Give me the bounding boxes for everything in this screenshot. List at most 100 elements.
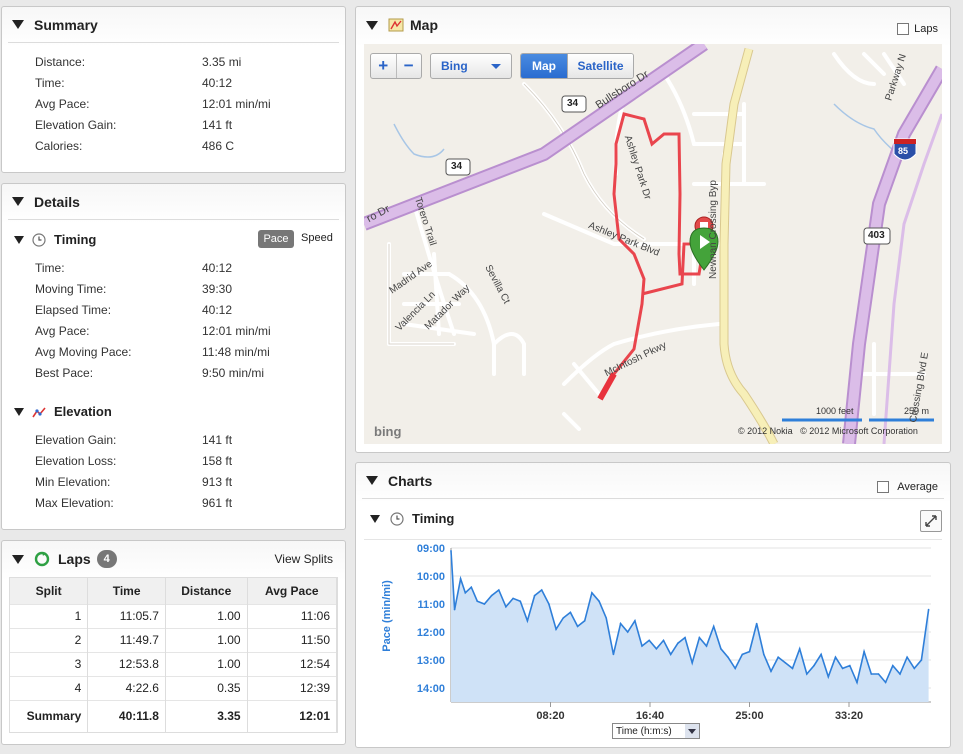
laps-table-header-row: Split Time Distance Avg Pace xyxy=(10,578,338,604)
average-checkbox[interactable] xyxy=(877,481,890,493)
start-marker-icon[interactable] xyxy=(689,227,719,271)
timing-subheader[interactable]: Timing xyxy=(14,232,96,247)
laps-cell: 2 xyxy=(10,627,89,652)
laps-cell: 1.00 xyxy=(165,603,248,628)
chart-data-point xyxy=(648,639,651,642)
route-34-label: 34 xyxy=(451,161,463,172)
collapse-triangle-icon[interactable] xyxy=(366,20,378,30)
view-splits-link[interactable]: View Splits xyxy=(274,552,333,566)
zoom-in-button[interactable]: + xyxy=(371,54,397,78)
map-view[interactable]: Bullsboro Dr ro Dr 34 34 85 403 Ashley P… xyxy=(364,44,942,444)
chart-data-point xyxy=(691,662,693,664)
laps-column-header[interactable]: Distance xyxy=(165,578,248,604)
chart-data-point xyxy=(470,586,473,588)
elevation-chart-icon xyxy=(32,406,46,417)
collapse-triangle-icon[interactable] xyxy=(12,197,24,206)
table-row[interactable]: 2 11:49.7 1.00 11:50 xyxy=(10,627,338,652)
route-403-shield-icon xyxy=(863,227,891,245)
map-provider-select[interactable]: Bing xyxy=(430,53,512,79)
laps-summary-cell: 12:01 xyxy=(247,699,338,732)
map-canvas[interactable] xyxy=(364,44,942,444)
chart-data-point xyxy=(497,589,500,591)
chart-data-point xyxy=(669,653,672,656)
elevation-subheader[interactable]: Elevation xyxy=(14,404,112,419)
laps-cell: 1 xyxy=(10,603,89,628)
laps-cell: 4 xyxy=(10,675,89,700)
laps-summary-cell: 3.35 xyxy=(165,699,248,732)
table-row[interactable]: 3 12:53.8 1.00 12:54 xyxy=(10,651,338,676)
map-laps-checkbox[interactable] xyxy=(897,23,910,35)
chart-data-point xyxy=(598,600,600,602)
pace-chart[interactable]: 09:00 10:00 11:00 12:00 13:00 14:00 08:20 16:40… xyxy=(364,540,942,740)
laps-column-header[interactable]: Split xyxy=(10,578,89,604)
collapse-triangle-icon[interactable] xyxy=(366,476,378,485)
laps-header[interactable]: Laps 4 View Splits xyxy=(8,541,339,577)
map-laps-toggle[interactable]: Laps xyxy=(897,23,938,35)
table-row[interactable]: 1 11:05.7 1.00 11:06 xyxy=(10,603,338,628)
chart-data-point xyxy=(720,648,722,650)
pace-toggle[interactable]: Pace xyxy=(258,230,294,248)
speed-toggle[interactable]: Speed xyxy=(301,232,333,244)
chart-data-point xyxy=(727,656,729,658)
zoom-out-button[interactable]: − xyxy=(403,56,414,75)
details-panel: Details Timing Pace Speed Time: 40:12 Movi… xyxy=(1,183,346,530)
average-toggle[interactable]: Average xyxy=(877,481,938,493)
timing-label: Elapsed Time: xyxy=(35,303,112,317)
chart-x-tick-label: 08:20 xyxy=(536,710,564,722)
map-type-toggle: Map Satellite xyxy=(520,53,634,79)
timing-label: Best Pace: xyxy=(35,366,94,380)
map-header[interactable]: Map Laps xyxy=(362,7,944,43)
chart-data-point xyxy=(476,600,479,602)
chart-x-tick-label: 16:40 xyxy=(636,710,664,722)
chart-data-point xyxy=(834,656,837,658)
map-type-satellite-button[interactable]: Satellite xyxy=(567,54,633,78)
chart-y-tick-label: 10:00 xyxy=(417,571,445,583)
chart-data-point xyxy=(806,673,808,675)
details-header[interactable]: Details xyxy=(8,184,339,220)
street-label-newnan-crossing: Newnan Crossing Byp xyxy=(707,180,719,279)
chart-data-point xyxy=(450,550,452,552)
table-row[interactable]: 4 4:22.6 0.35 12:39 xyxy=(10,675,338,700)
chart-data-point xyxy=(555,628,557,630)
map-laps-label: Laps xyxy=(914,23,938,35)
timing-label: Time: xyxy=(35,261,65,275)
chart-data-point xyxy=(634,620,636,622)
summary-label: Time: xyxy=(35,76,65,90)
timing-value: 12:01 min/mi xyxy=(202,324,271,338)
chart-data-point xyxy=(684,636,686,639)
collapse-triangle-icon[interactable] xyxy=(12,554,24,564)
chart-x-axis-select[interactable]: Time (h:m:s) xyxy=(612,723,700,739)
map-icon xyxy=(388,18,404,32)
laps-refresh-icon xyxy=(34,551,50,567)
map-type-map-button[interactable]: Map xyxy=(521,54,567,78)
map-panel: Map Laps xyxy=(355,6,951,453)
chart-data-point xyxy=(591,592,593,594)
collapse-triangle-icon[interactable] xyxy=(14,407,24,416)
summary-panel: Summary Distance: 3.35 mi Time: 40:12 Avg Pa… xyxy=(1,6,346,173)
laps-cell: 12:53.8 xyxy=(87,651,166,676)
chart-data-point xyxy=(748,650,751,653)
collapse-triangle-icon[interactable] xyxy=(12,20,24,29)
collapse-triangle-icon[interactable] xyxy=(370,514,380,523)
chart-data-point xyxy=(849,664,851,667)
collapse-triangle-icon[interactable] xyxy=(14,235,24,244)
laps-column-header[interactable]: Avg Pace xyxy=(247,578,338,604)
chart-data-point xyxy=(540,589,543,591)
chart-data-point xyxy=(791,667,794,670)
chart-data-point xyxy=(741,653,744,656)
average-label: Average xyxy=(897,481,938,493)
expand-chart-button[interactable] xyxy=(920,510,942,532)
chart-data-point xyxy=(612,653,615,656)
laps-column-header[interactable]: Time xyxy=(87,578,166,604)
summary-header[interactable]: Summary xyxy=(8,7,339,43)
chart-y-tick-label: 13:00 xyxy=(417,655,445,667)
chart-y-tick-label: 14:00 xyxy=(417,683,445,695)
chart-timing-subheader[interactable]: Timing xyxy=(370,511,454,526)
laps-panel: Laps 4 View Splits Split Time Distance Avg … xyxy=(1,540,346,745)
chart-data-point xyxy=(548,603,550,605)
scale-meters-label: 250 m xyxy=(904,406,930,416)
charts-header[interactable]: Charts Average xyxy=(362,463,944,499)
chart-data-point xyxy=(533,594,536,597)
timing-value: 39:30 xyxy=(202,282,233,296)
elevation-label: Min Elevation: xyxy=(35,475,111,489)
